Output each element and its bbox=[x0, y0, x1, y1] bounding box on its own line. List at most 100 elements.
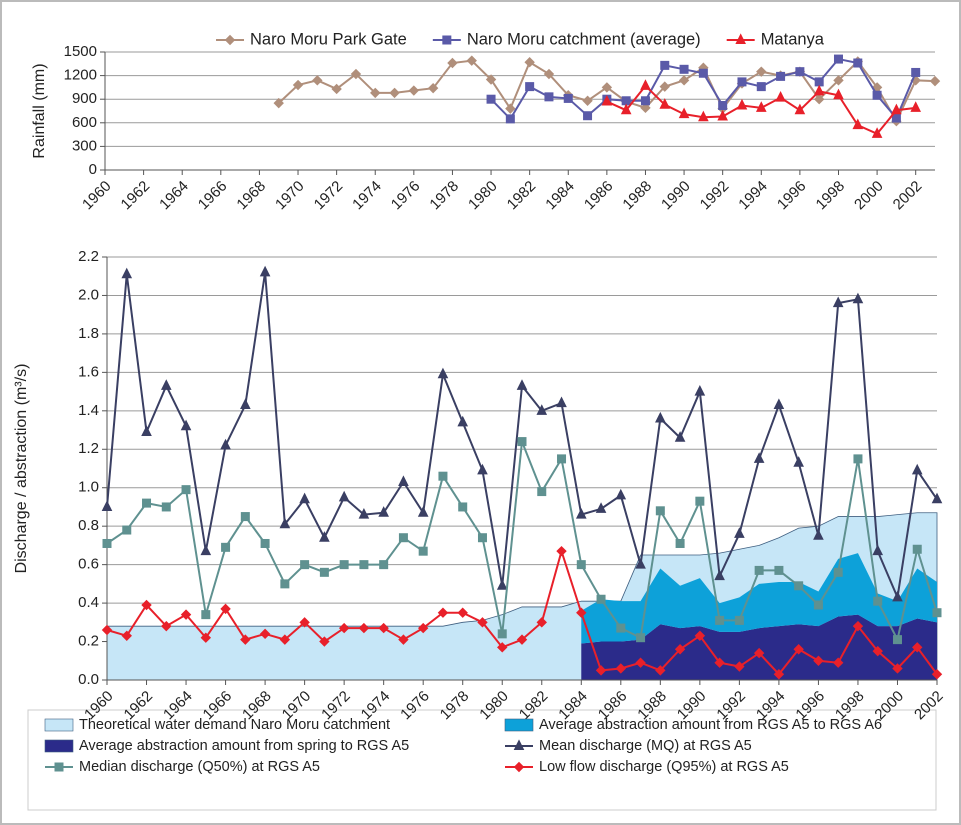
marker bbox=[714, 569, 725, 581]
marker bbox=[931, 492, 943, 504]
marker bbox=[753, 647, 765, 659]
marker bbox=[161, 502, 171, 512]
marker bbox=[911, 463, 923, 475]
marker bbox=[892, 663, 903, 674]
marker bbox=[793, 644, 804, 655]
marker bbox=[756, 66, 767, 77]
y-tick-label: 0.6 bbox=[78, 556, 99, 573]
marker bbox=[299, 492, 310, 504]
marker bbox=[635, 558, 646, 569]
marker bbox=[240, 512, 250, 522]
legend-label: Low flow discharge (Q95%) at RGS A5 bbox=[539, 759, 789, 775]
y-tick-label: 1500 bbox=[64, 43, 97, 60]
marker bbox=[537, 487, 547, 497]
plot-area bbox=[105, 52, 935, 170]
legend-marker bbox=[224, 34, 236, 46]
marker bbox=[221, 542, 231, 552]
marker bbox=[833, 567, 843, 577]
marker bbox=[181, 485, 191, 495]
marker bbox=[240, 398, 251, 410]
marker bbox=[615, 488, 627, 500]
marker bbox=[793, 456, 804, 467]
marker bbox=[736, 98, 748, 110]
marker bbox=[485, 74, 497, 85]
marker bbox=[427, 82, 439, 94]
y-tick-label: 1200 bbox=[64, 67, 97, 84]
marker bbox=[833, 75, 844, 86]
marker bbox=[319, 531, 330, 542]
marker bbox=[674, 431, 686, 442]
marker bbox=[557, 454, 567, 464]
marker bbox=[655, 665, 666, 676]
marker bbox=[544, 92, 554, 102]
marker bbox=[486, 94, 496, 104]
y-tick-label: 1.4 bbox=[78, 402, 99, 419]
marker bbox=[582, 95, 593, 106]
marker bbox=[892, 635, 902, 645]
marker bbox=[447, 57, 458, 69]
marker bbox=[497, 629, 507, 639]
legend-label: Matanya bbox=[761, 30, 825, 48]
marker bbox=[601, 94, 613, 106]
marker bbox=[773, 669, 785, 680]
marker bbox=[437, 367, 449, 379]
marker bbox=[694, 384, 706, 396]
marker bbox=[912, 642, 923, 653]
marker bbox=[872, 90, 882, 100]
stacked-area bbox=[581, 614, 937, 680]
marker bbox=[220, 603, 231, 615]
marker bbox=[142, 498, 152, 508]
marker bbox=[694, 630, 706, 641]
marker bbox=[596, 594, 606, 604]
marker bbox=[280, 579, 290, 589]
marker bbox=[556, 396, 567, 408]
marker bbox=[832, 657, 844, 668]
marker bbox=[240, 634, 251, 645]
marker bbox=[279, 517, 291, 529]
marker bbox=[833, 54, 843, 64]
y-tick-label: 1.2 bbox=[78, 440, 99, 457]
marker bbox=[279, 634, 291, 645]
legend-marker bbox=[735, 33, 746, 44]
marker bbox=[636, 633, 646, 643]
legend-item: Matanya bbox=[726, 30, 825, 48]
marker bbox=[852, 118, 864, 130]
stacked-area bbox=[581, 553, 937, 644]
marker bbox=[389, 87, 400, 99]
marker bbox=[339, 560, 349, 570]
legend-marker bbox=[54, 762, 64, 772]
legend-label: Theoretical water demand Naro Moru catch… bbox=[79, 717, 390, 733]
marker bbox=[794, 103, 806, 115]
legend-item: Mean discharge (MQ) at RGS A5 bbox=[505, 738, 752, 754]
y-axis-label: Rainfall (mm) bbox=[31, 63, 48, 158]
marker bbox=[714, 657, 725, 668]
marker bbox=[660, 60, 670, 70]
marker bbox=[398, 634, 409, 645]
marker bbox=[458, 502, 468, 512]
plot: 0.00.20.40.60.81.01.21.41.61.82.02.21960… bbox=[13, 248, 946, 723]
marker bbox=[795, 67, 805, 77]
marker bbox=[408, 85, 420, 96]
marker bbox=[141, 425, 152, 436]
marker bbox=[595, 665, 607, 676]
marker bbox=[734, 661, 745, 672]
marker bbox=[477, 463, 488, 475]
marker bbox=[161, 620, 172, 632]
marker bbox=[359, 560, 369, 570]
y-tick-label: 1.0 bbox=[78, 479, 99, 496]
marker bbox=[659, 81, 670, 92]
marker bbox=[259, 628, 271, 640]
marker bbox=[679, 64, 689, 74]
marker bbox=[180, 419, 192, 431]
marker bbox=[891, 113, 901, 123]
marker bbox=[640, 79, 651, 90]
marker bbox=[378, 622, 389, 634]
marker bbox=[438, 471, 448, 481]
marker bbox=[852, 620, 864, 632]
marker bbox=[929, 75, 941, 87]
marker bbox=[814, 77, 824, 87]
legend-swatch bbox=[44, 718, 74, 732]
legend-marker bbox=[513, 761, 525, 773]
